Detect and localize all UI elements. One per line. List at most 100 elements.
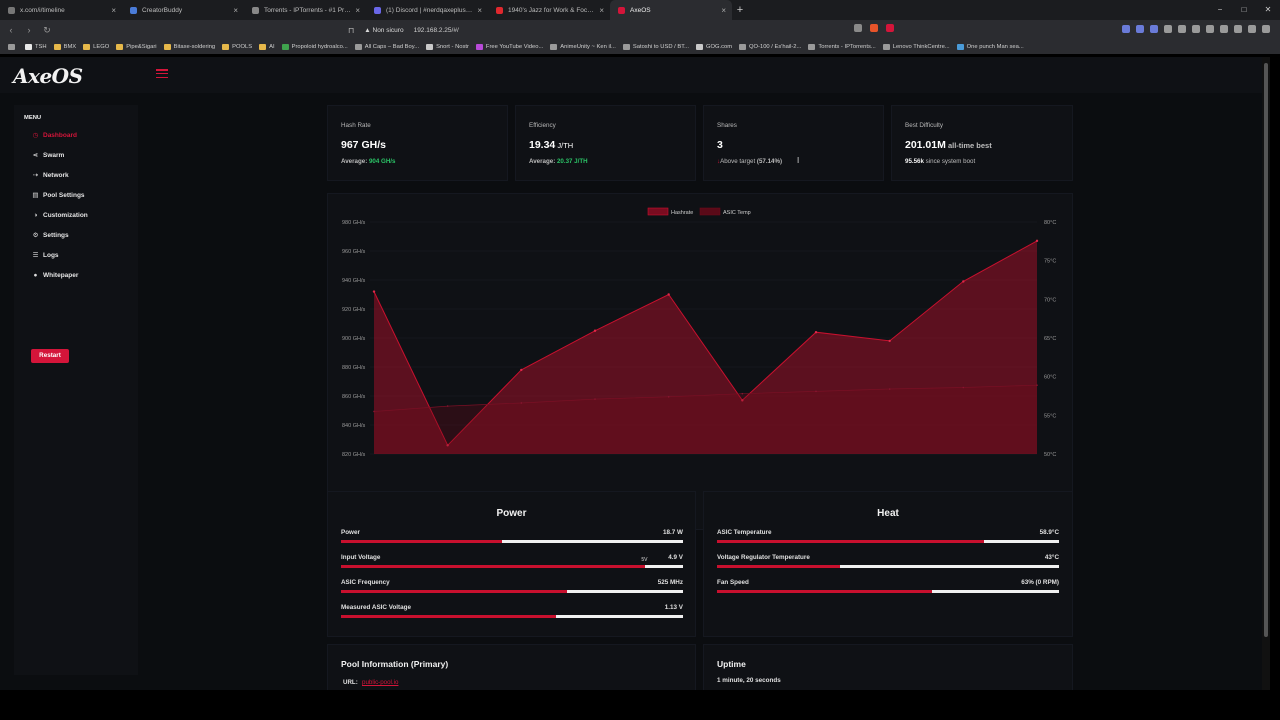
close-tab-icon[interactable]: ×	[355, 5, 360, 15]
sidebar-item-logs[interactable]: ☰ Logs	[32, 252, 59, 259]
metric-label: Power	[341, 529, 360, 536]
back-arrow-icon[interactable]: ‹	[9, 25, 13, 35]
extension-icon[interactable]	[1234, 25, 1242, 33]
metric-label: ASIC Temperature	[717, 529, 772, 536]
sidebar-item-network[interactable]: ⇢ Network	[32, 172, 69, 179]
bookmark-item[interactable]: TSH	[25, 44, 47, 50]
bookmark-label: Pipe&Sigari	[126, 44, 157, 50]
menu-item-label: Customization	[43, 212, 88, 219]
hashrate-average: Average: 904 GH/s	[341, 158, 395, 165]
browser-tab[interactable]: 1940's Jazz for Work & Focus - S ×	[488, 0, 610, 20]
bookmark-item[interactable]: LEGO	[83, 44, 109, 50]
extension-icon[interactable]	[1248, 25, 1256, 33]
close-tab-icon[interactable]: ×	[111, 5, 116, 15]
browser-tab[interactable]: Torrents - IPTorrents - #1 Private Tra ×	[244, 0, 366, 20]
extension-icon[interactable]	[1164, 25, 1172, 33]
page-scrollbar[interactable]	[1262, 57, 1270, 690]
hashrate-point	[593, 329, 597, 332]
bookmark-item[interactable]: Torrents - IPTorrents...	[808, 44, 876, 50]
efficiency-card: Efficiency 19.34 J/TH Average: 20.37 J/T…	[515, 105, 696, 181]
brave-shield-icon[interactable]	[870, 24, 878, 32]
maximize-button[interactable]: □	[1241, 5, 1247, 14]
menu-icon[interactable]	[1262, 25, 1270, 33]
hashrate-number: 967	[341, 139, 359, 151]
bookmark-label: Snort - Nostr	[436, 44, 469, 50]
apps-grid-icon[interactable]	[8, 44, 18, 50]
sidebar-item-customization[interactable]: ◑ Customization	[32, 212, 88, 219]
sidebar-item-whitepaper[interactable]: ● Whitepaper	[32, 272, 79, 279]
heat-metric-row: Fan Speed 63% (0 RPM)	[717, 579, 1059, 595]
bookmark-item[interactable]: POOLS	[222, 44, 252, 50]
new-tab-button[interactable]: +	[736, 4, 744, 16]
bookmark-item[interactable]: Propoloid hydroalco...	[281, 44, 348, 50]
extension-icon[interactable]	[1192, 25, 1200, 33]
extension-icon[interactable]	[1178, 25, 1186, 33]
sidebar-item-dashboard[interactable]: ◷ Dashboard	[32, 132, 77, 139]
bookmark-item[interactable]: Lenovo ThinkCentre...	[882, 44, 950, 50]
scrollbar-thumb[interactable]	[1264, 63, 1268, 637]
extension-icons	[1122, 25, 1270, 33]
extension-icon[interactable]	[1122, 25, 1130, 33]
address-bar-row: ‹ › ↻ ⊓ ▲ Non sicuro 192.168.2.25/#/	[0, 20, 1280, 40]
bookmark-page-icon[interactable]: ⊓	[348, 25, 355, 35]
extension-icon[interactable]	[1206, 25, 1214, 33]
close-tab-icon[interactable]: ×	[477, 5, 482, 15]
restart-button[interactable]: Restart	[31, 349, 69, 363]
close-tab-icon[interactable]: ×	[721, 5, 726, 15]
asic-temp-point	[815, 390, 817, 393]
menu-item-icon: ●	[33, 272, 38, 279]
menu-item-icon: ⇢	[32, 172, 39, 179]
bookmark-label: Propoloid hydroalco...	[291, 44, 348, 50]
menu-title: MENU	[24, 115, 42, 121]
sidebar-item-swarm[interactable]: ⋖ Swarm	[32, 152, 65, 159]
pool-url-label: URL:	[343, 679, 358, 686]
bookmark-item[interactable]: Pipe&Sigari	[116, 44, 157, 50]
bookmark-icon	[354, 44, 362, 50]
progress-fill	[341, 615, 557, 618]
reload-icon[interactable]: ↻	[43, 24, 51, 35]
shares-target: ↓Above target (57.14%)	[717, 158, 782, 165]
close-tab-icon[interactable]: ×	[233, 5, 238, 15]
address-field[interactable]: ⊓ ▲ Non sicuro 192.168.2.25/#/	[348, 23, 904, 37]
extension-icon[interactable]	[1150, 25, 1158, 33]
forward-arrow-icon[interactable]: ›	[27, 25, 31, 35]
close-tab-icon[interactable]: ×	[599, 5, 604, 15]
bookmark-item[interactable]: BMX	[53, 44, 76, 50]
browser-tab[interactable]: x.com/i/timeline ×	[0, 0, 122, 20]
progress-bar	[717, 540, 1059, 543]
pool-url-link[interactable]: public-pool.io	[362, 679, 399, 686]
y-axis-right-tick-label: 65°C	[1044, 336, 1056, 342]
bookmark-item[interactable]: All Caps – Bad Boy...	[354, 44, 419, 50]
brave-rewards-icon[interactable]	[886, 24, 894, 32]
security-indicator[interactable]: ▲ Non sicuro	[364, 26, 404, 34]
bookmark-item[interactable]: Free YouTube Video...	[475, 44, 543, 50]
progress-fill	[717, 540, 984, 543]
share-icon[interactable]	[854, 24, 862, 32]
minimize-button[interactable]: −	[1217, 5, 1223, 14]
browser-tab[interactable]: CreatorBuddy ×	[122, 0, 244, 20]
sidebar-item-pool-settings[interactable]: ▤ Pool Settings	[32, 192, 84, 199]
heat-metric-row: ASIC Temperature 58.9°C	[717, 529, 1059, 545]
bookmark-item[interactable]: Bitaxe-soldering	[163, 44, 215, 50]
legend-label: ASIC Temp	[723, 210, 751, 216]
power-metric-row: ASIC Frequency 525 MHz	[341, 579, 683, 595]
bookmark-item[interactable]: One punch Man sea...	[956, 44, 1024, 50]
shares-target-percent: (57.14%)	[756, 158, 783, 165]
extension-icon[interactable]	[1220, 25, 1228, 33]
url-text[interactable]: 192.168.2.25/#/	[413, 26, 459, 34]
hamburger-menu-icon[interactable]	[156, 69, 168, 80]
extension-icon[interactable]	[1136, 25, 1144, 33]
metric-value: 43°C	[1044, 554, 1059, 561]
close-window-button[interactable]: ✕	[1264, 5, 1272, 14]
hashrate-point	[1035, 239, 1039, 243]
bookmark-label: GOG.com	[705, 44, 733, 50]
bookmark-item[interactable]: AI	[259, 44, 275, 50]
bookmark-item[interactable]: GOG.com	[695, 44, 733, 50]
bookmark-item[interactable]: Satoshi to USD / BT...	[622, 44, 689, 50]
bookmark-item[interactable]: QO-100 / Es'hail-2...	[739, 44, 801, 50]
browser-tab[interactable]: (1) Discord | #nerdqaxeplus | Open S ×	[366, 0, 488, 20]
sidebar-item-settings[interactable]: ⚙ Settings	[32, 232, 69, 239]
bookmark-item[interactable]: Snort - Nostr	[426, 44, 469, 50]
bookmark-item[interactable]: AnimeUnity ~ Ken il...	[550, 44, 616, 50]
browser-tab[interactable]: AxeOS ×	[610, 0, 732, 20]
